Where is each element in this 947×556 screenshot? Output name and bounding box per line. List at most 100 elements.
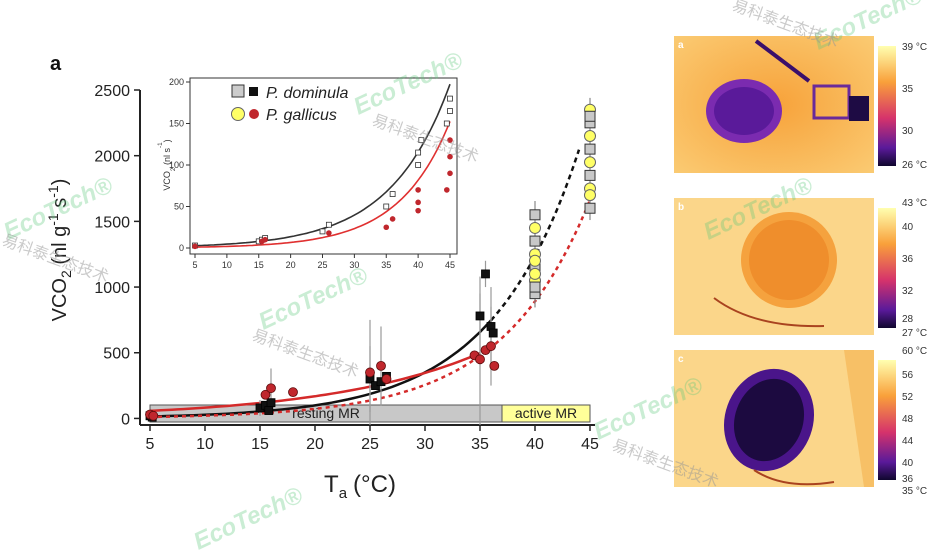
colorbar-max-c: 60 °C bbox=[902, 346, 928, 357]
inset-x-tick-label: 5 bbox=[192, 260, 197, 270]
active-point-gallicus bbox=[529, 221, 541, 234]
colorbar-c bbox=[878, 360, 896, 480]
legend-label-0: P. dominula bbox=[266, 85, 349, 102]
point-dominula bbox=[475, 311, 485, 321]
legend-marker-open-1 bbox=[231, 107, 245, 121]
inset-fit-gallicus bbox=[195, 121, 451, 248]
point-gallicus bbox=[381, 374, 392, 384]
colorbar-tick-a-0: 35 bbox=[902, 84, 914, 95]
active-point-dominula bbox=[584, 143, 596, 155]
panel-letter-b: b bbox=[678, 202, 685, 213]
thermal-panel-c: c 60 °C 56 52 48 44 40 36 35 °C bbox=[672, 346, 944, 497]
colorbar-tick-a-1: 30 bbox=[902, 126, 914, 137]
fit-curves bbox=[149, 149, 592, 419]
colorbar-tick-b-2: 32 bbox=[902, 286, 914, 297]
active-point-dominula bbox=[529, 209, 541, 221]
inset-point-gallicus bbox=[447, 137, 453, 143]
colorbar-min-c: 35 °C bbox=[902, 486, 928, 497]
point-gallicus bbox=[148, 410, 159, 421]
point-gallicus bbox=[365, 367, 375, 378]
inset-point-dominula bbox=[418, 137, 425, 144]
y-tick-label: 2500 bbox=[94, 83, 130, 100]
point-gallicus bbox=[376, 360, 386, 371]
inset-point-dominula bbox=[319, 228, 326, 235]
inset-y-tick-label: 50 bbox=[174, 202, 184, 212]
x-tick-label: 25 bbox=[361, 436, 379, 453]
region-label-0: resting MR bbox=[292, 405, 360, 421]
active-point-gallicus bbox=[584, 156, 596, 169]
thermal-image-b bbox=[674, 198, 874, 335]
region-label-1: active MR bbox=[515, 405, 577, 421]
inset-point-gallicus bbox=[447, 170, 453, 177]
x-axis-label: Ta (°C) bbox=[324, 471, 396, 502]
point-dominula bbox=[488, 328, 498, 338]
point-gallicus bbox=[288, 387, 298, 398]
inset-chart: 5 10 15 20 25 30 35 40 45 0 50 100 150 200 VCO2 (nl s-… bbox=[157, 77, 458, 270]
panel-letter-c: c bbox=[678, 354, 684, 365]
active-point-dominula bbox=[529, 235, 541, 247]
colorbar-tick-c-0: 56 bbox=[902, 370, 914, 381]
y-axis-label: VCO2 (nl g-1 s-1) bbox=[45, 179, 74, 322]
legend-marker-open-0 bbox=[231, 84, 245, 98]
point-gallicus bbox=[266, 383, 276, 394]
legend-label-1: P. gallicus bbox=[266, 107, 337, 124]
thermal-panel-b: b 43 °C 40 36 32 28 27 °C bbox=[672, 198, 944, 339]
point-dominula bbox=[481, 269, 490, 279]
inset-point-gallicus bbox=[389, 216, 396, 222]
inset-point-gallicus bbox=[415, 199, 421, 206]
point-dominula bbox=[264, 406, 274, 415]
x-tick-label: 40 bbox=[526, 436, 544, 453]
inset-x-tick-label: 45 bbox=[445, 260, 455, 270]
colorbar-min-b: 27 °C bbox=[902, 328, 928, 339]
inset-y-tick-label: 0 bbox=[179, 243, 184, 253]
x-tick-label: 5 bbox=[146, 436, 155, 453]
active-point-dominula bbox=[584, 169, 596, 181]
region-bar-1 bbox=[501, 404, 591, 423]
fit-gallicus-dashed bbox=[149, 199, 592, 419]
colorbar-min-a: 26 °C bbox=[902, 160, 928, 171]
inset-y-axis-label: VCO2 (nl s-1) bbox=[157, 139, 177, 190]
y-tick-label: 0 bbox=[121, 411, 130, 428]
inset-point-dominula bbox=[389, 191, 396, 197]
inset-x-tick-label: 20 bbox=[286, 260, 296, 270]
active-point-gallicus bbox=[529, 254, 541, 267]
colorbar-max-a: 39 °C bbox=[902, 42, 928, 53]
active-point-gallicus bbox=[584, 129, 596, 142]
inset-point-dominula bbox=[415, 149, 422, 156]
x-tick-label: 45 bbox=[581, 436, 599, 453]
inset-frame bbox=[189, 77, 458, 255]
active-point-dominula bbox=[584, 202, 596, 214]
inset-point-gallicus bbox=[383, 224, 390, 231]
inset-point-gallicus bbox=[447, 153, 453, 160]
data-points bbox=[145, 103, 596, 422]
colorbar-tick-c-1: 52 bbox=[902, 392, 914, 403]
colorbar-tick-c-4: 40 bbox=[902, 458, 914, 469]
x-tick-label: 35 bbox=[471, 436, 489, 453]
panel-letter: a bbox=[50, 53, 62, 75]
colorbar-tick-c-2: 48 bbox=[902, 414, 914, 425]
legend-marker-solid-0 bbox=[249, 87, 258, 96]
inset-y-tick-label: 100 bbox=[169, 160, 184, 170]
inset-x-tick-label: 15 bbox=[254, 260, 264, 270]
inset-point-gallicus bbox=[415, 207, 421, 214]
fit-gallicus-solid bbox=[149, 351, 481, 413]
inset-point-dominula bbox=[415, 162, 422, 168]
active-point-dominula bbox=[529, 281, 541, 293]
x-tick-label: 10 bbox=[196, 436, 214, 453]
point-gallicus bbox=[475, 354, 485, 365]
inset-x-tick-label: 35 bbox=[381, 260, 391, 270]
point-gallicus bbox=[486, 341, 496, 352]
x-tick-label: 20 bbox=[306, 436, 324, 453]
inset-x-tick-label: 30 bbox=[349, 260, 359, 270]
legend-marker-solid-1 bbox=[249, 109, 259, 119]
x-tick-label: 15 bbox=[251, 436, 269, 453]
legend: P. dominula P. gallicus bbox=[231, 84, 349, 124]
inset-y-tick-label: 200 bbox=[169, 77, 184, 87]
main-chart: a 5 10 15 20 25 30 35 40 4505001000150020002500 … bbox=[45, 53, 599, 502]
point-gallicus bbox=[489, 360, 500, 371]
colorbar-a bbox=[878, 46, 896, 166]
inset-y-tick-label: 150 bbox=[169, 119, 184, 129]
panel-letter-a: a bbox=[678, 40, 684, 51]
thermal-panel-a: a 39 °C 35 30 26 °C bbox=[672, 36, 944, 173]
